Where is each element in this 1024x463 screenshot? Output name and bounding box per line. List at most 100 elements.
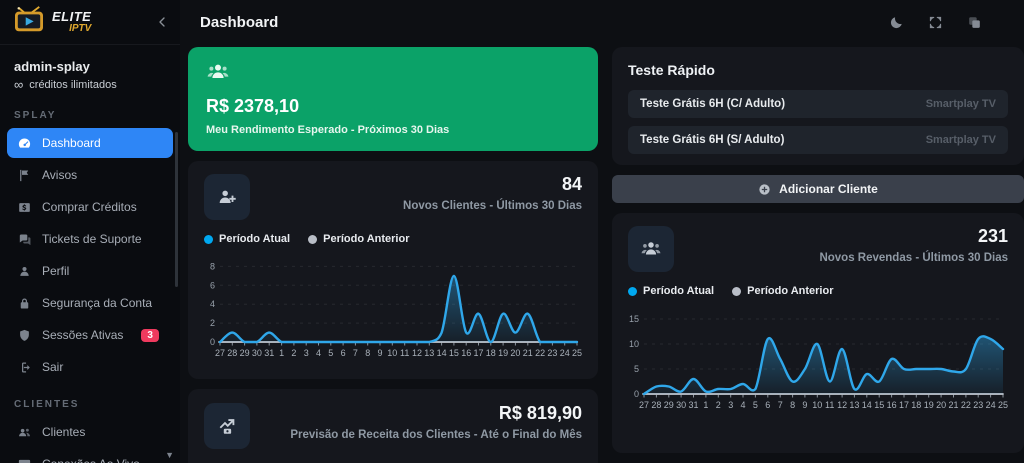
dollar-icon <box>17 200 32 215</box>
new-clients-value: 84 <box>561 174 582 194</box>
right-column: Teste Rápido Teste Grátis 6H (C/ Adulto)… <box>612 47 1024 463</box>
brand-tv-icon <box>12 5 46 39</box>
svg-text:8: 8 <box>210 261 215 271</box>
sidebar-collapse-icon[interactable] <box>154 14 170 30</box>
legend-previous[interactable]: Período Anterior <box>732 285 834 297</box>
svg-text:22: 22 <box>961 400 971 410</box>
monitor-icon <box>17 457 32 463</box>
svg-text:25: 25 <box>998 400 1008 410</box>
quick-test-title: Teste Rápido <box>628 62 715 78</box>
sidebar-item-sair[interactable]: Sair <box>7 352 173 382</box>
chat-icon <box>17 232 32 247</box>
windows-icon[interactable] <box>967 15 982 30</box>
forecast-value: R$ 819,90 <box>498 403 582 423</box>
left-column: R$ 2378,10 Meu Rendimento Esperado - Pró… <box>188 47 598 463</box>
svg-text:4: 4 <box>740 400 745 410</box>
svg-text:4: 4 <box>210 299 215 309</box>
user-block: admin-splay ∞ créditos ilimitados <box>0 45 180 93</box>
sidebar-item-sessoes-ativas[interactable]: Sessões Ativas 3 <box>7 320 173 350</box>
legend-current[interactable]: Período Atual <box>628 285 714 297</box>
svg-text:12: 12 <box>837 400 847 410</box>
gray-dot-icon <box>308 234 318 244</box>
sessions-badge: 3 <box>141 328 159 342</box>
test-app-label: Smartplay TV <box>925 98 996 110</box>
quick-test-rows: Teste Grátis 6H (C/ Adulto) Smartplay TV T… <box>628 90 1008 154</box>
legend-current[interactable]: Período Atual <box>204 233 290 245</box>
user-credits: ∞ créditos ilimitados <box>14 78 166 91</box>
brand-name: ELITE IPTV <box>52 9 92 34</box>
svg-text:13: 13 <box>424 348 434 358</box>
svg-text:10: 10 <box>629 339 639 349</box>
sidebar-item-comprar-creditos[interactable]: Comprar Créditos <box>7 192 173 222</box>
sidebar-header: ELITE IPTV <box>0 0 180 45</box>
quick-test-row[interactable]: Teste Grátis 6H (C/ Adulto) Smartplay TV <box>628 90 1008 118</box>
sidebar-item-label: Segurança da Conta <box>42 296 153 310</box>
svg-text:5: 5 <box>328 348 333 358</box>
new-clients-card: 84 Novos Clientes - Últimos 30 Dias Perí… <box>188 161 598 379</box>
blue-dot-icon <box>628 286 637 296</box>
legend-previous[interactable]: Período Anterior <box>308 233 410 245</box>
sidebar-item-label: Tickets de Suporte <box>42 232 142 246</box>
sidebar-item-label: Conexões Ao Vivo <box>42 457 140 463</box>
svg-text:29: 29 <box>664 400 674 410</box>
svg-text:16: 16 <box>887 400 897 410</box>
sidebar-item-seguranca-da-conta[interactable]: Segurança da Conta <box>7 288 173 318</box>
credits-label: créditos ilimitados <box>29 79 117 91</box>
svg-text:31: 31 <box>264 348 274 358</box>
brand-logo[interactable]: ELITE IPTV <box>12 5 92 39</box>
sidebar-item-dashboard[interactable]: Dashboard <box>7 128 173 158</box>
section-label-clientes: CLIENTES <box>14 399 80 410</box>
scroll-down-caret[interactable]: ▼ <box>165 450 174 460</box>
svg-text:25: 25 <box>572 348 582 358</box>
svg-text:0: 0 <box>634 389 639 399</box>
sidebar-item-conexoes-ao-vivo[interactable]: Conexões Ao Vivo <box>7 449 173 463</box>
money-growth-icon <box>204 403 250 449</box>
svg-text:30: 30 <box>252 348 262 358</box>
sidebar-item-label: Sessões Ativas <box>42 328 124 342</box>
svg-text:4: 4 <box>316 348 321 358</box>
svg-text:9: 9 <box>377 348 382 358</box>
sidebar-item-tickets-de-suporte[interactable]: Tickets de Suporte <box>7 224 173 254</box>
topbar: Dashboard <box>180 0 1024 44</box>
svg-text:18: 18 <box>911 400 921 410</box>
expected-revenue-subtitle: Meu Rendimento Esperado - Próximos 30 Di… <box>206 124 450 136</box>
sidebar-item-clientes[interactable]: Clientes <box>7 417 173 447</box>
quick-test-row[interactable]: Teste Grátis 6H (S/ Adulto) Smartplay TV <box>628 126 1008 154</box>
new-resellers-value: 231 <box>977 226 1008 246</box>
add-client-button[interactable]: Adicionar Cliente <box>612 175 1024 203</box>
sidebar-nav: SPLAY Dashboard Avisos Comprar Créditos Tick… <box>0 110 180 463</box>
user-plus-icon <box>204 174 250 220</box>
svg-text:8: 8 <box>790 400 795 410</box>
fullscreen-icon[interactable] <box>928 15 943 30</box>
moon-icon[interactable] <box>889 15 904 30</box>
sidebar-scrollbar[interactable] <box>175 132 178 287</box>
svg-text:20: 20 <box>510 348 520 358</box>
svg-text:1: 1 <box>279 348 284 358</box>
svg-text:17: 17 <box>473 348 483 358</box>
logout-icon <box>17 360 32 375</box>
sidebar-item-avisos[interactable]: Avisos <box>7 160 173 190</box>
new-resellers-subtitle: Novos Revendas - Últimos 30 Dias <box>819 252 1008 264</box>
sidebar-item-perfil[interactable]: Perfil <box>7 256 173 286</box>
svg-text:20: 20 <box>936 400 946 410</box>
svg-text:6: 6 <box>765 400 770 410</box>
sidebar-item-label: Clientes <box>42 425 86 439</box>
expected-revenue-card: R$ 2378,10 Meu Rendimento Esperado - Pró… <box>188 47 598 151</box>
topbar-icons <box>889 15 982 30</box>
page-title: Dashboard <box>200 13 279 31</box>
user-icon <box>17 264 32 279</box>
gauge-icon <box>17 136 32 151</box>
sidebar-item-label: Dashboard <box>42 136 101 150</box>
svg-text:12: 12 <box>412 348 422 358</box>
users-icon <box>628 226 674 272</box>
test-app-label: Smartplay TV <box>925 134 996 146</box>
svg-text:15: 15 <box>874 400 884 410</box>
new-resellers-card: 231 Novos Revendas - Últimos 30 Dias Per… <box>612 213 1024 453</box>
svg-text:2: 2 <box>210 318 215 328</box>
svg-text:13: 13 <box>849 400 859 410</box>
svg-text:7: 7 <box>353 348 358 358</box>
svg-text:2: 2 <box>716 400 721 410</box>
svg-text:5: 5 <box>634 364 639 374</box>
